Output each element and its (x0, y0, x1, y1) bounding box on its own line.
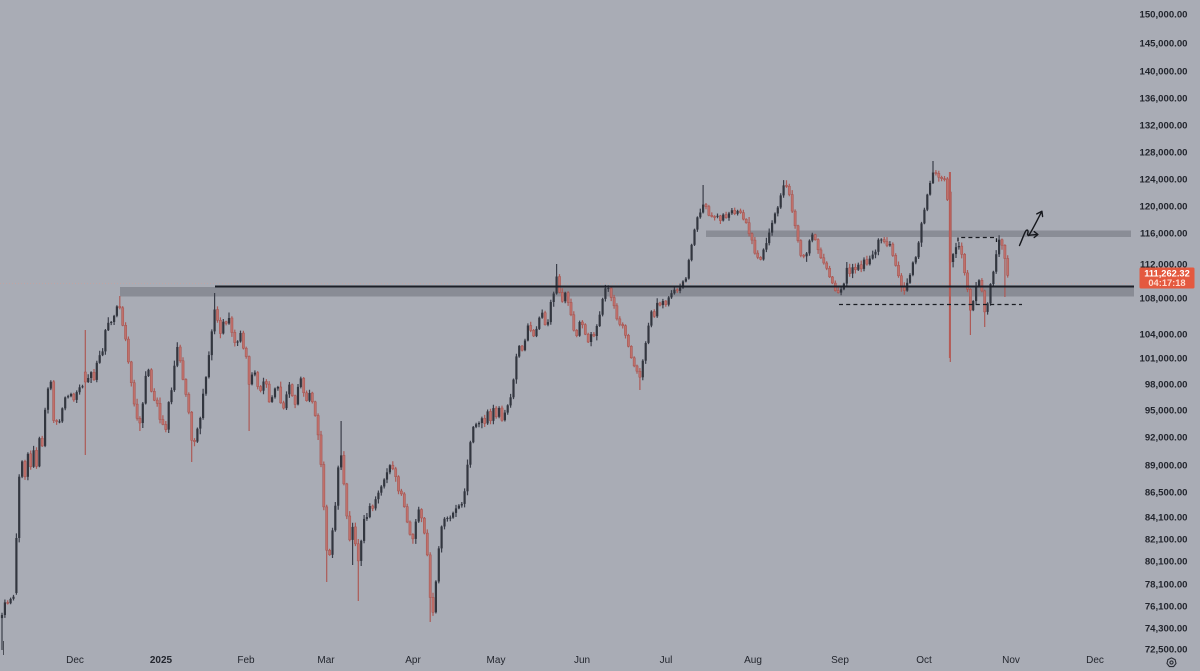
svg-text:89,000.00: 89,000.00 (1145, 460, 1188, 471)
svg-text:Jul: Jul (660, 655, 673, 666)
svg-text:112,000.00: 112,000.00 (1140, 259, 1188, 270)
svg-text:Dec: Dec (66, 655, 84, 666)
svg-text:111,262.32: 111,262.32 (1144, 269, 1190, 279)
svg-text:80,100.00: 80,100.00 (1145, 556, 1188, 567)
svg-text:150,000.00: 150,000.00 (1139, 9, 1187, 20)
svg-text:Aug: Aug (744, 655, 762, 666)
svg-text:104,000.00: 104,000.00 (1139, 329, 1187, 340)
svg-text:78,100.00: 78,100.00 (1145, 579, 1188, 590)
svg-text:108,000.00: 108,000.00 (1139, 293, 1187, 304)
svg-text:Jun: Jun (574, 655, 590, 666)
svg-text:72,500.00: 72,500.00 (1145, 644, 1188, 655)
svg-text:Dec: Dec (1086, 655, 1104, 666)
svg-text:Apr: Apr (405, 655, 421, 666)
svg-text:Feb: Feb (237, 655, 255, 666)
svg-text:86,500.00: 86,500.00 (1145, 487, 1188, 498)
svg-text:132,000.00: 132,000.00 (1139, 120, 1187, 131)
svg-text:145,000.00: 145,000.00 (1139, 38, 1187, 49)
svg-text:Sep: Sep (831, 655, 849, 666)
svg-text:76,100.00: 76,100.00 (1145, 601, 1188, 612)
svg-text:116,000.00: 116,000.00 (1140, 228, 1188, 239)
svg-text:84,100.00: 84,100.00 (1145, 512, 1188, 523)
svg-text:92,000.00: 92,000.00 (1145, 432, 1188, 443)
svg-text:Oct: Oct (916, 655, 932, 666)
svg-text:101,000.00: 101,000.00 (1139, 353, 1187, 364)
svg-text:124,000.00: 124,000.00 (1139, 174, 1187, 185)
svg-text:May: May (487, 655, 506, 666)
svg-text:Nov: Nov (1002, 655, 1020, 666)
svg-text:95,000.00: 95,000.00 (1145, 405, 1188, 416)
svg-text:120,000.00: 120,000.00 (1139, 201, 1187, 212)
svg-text:04:17:18: 04:17:18 (1148, 278, 1185, 288)
svg-text:128,000.00: 128,000.00 (1139, 147, 1187, 158)
svg-text:82,100.00: 82,100.00 (1145, 534, 1188, 545)
svg-text:98,000.00: 98,000.00 (1145, 379, 1188, 390)
svg-text:74,300.00: 74,300.00 (1145, 623, 1188, 634)
svg-text:2025: 2025 (150, 655, 173, 666)
svg-text:140,000.00: 140,000.00 (1139, 66, 1187, 77)
svg-text:136,000.00: 136,000.00 (1139, 93, 1187, 104)
svg-text:Mar: Mar (317, 655, 335, 666)
